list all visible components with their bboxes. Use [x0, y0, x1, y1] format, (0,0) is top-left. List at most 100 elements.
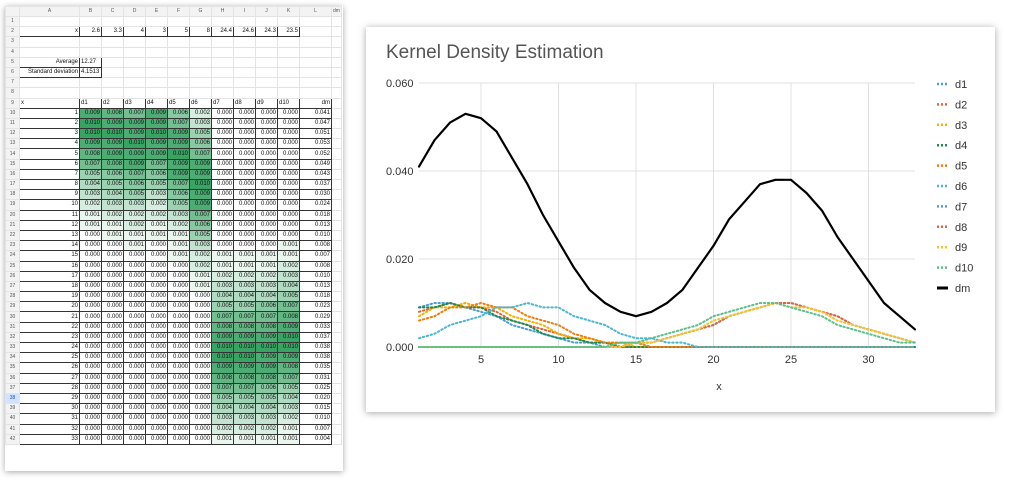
row-header[interactable]: 32 [5, 331, 20, 344]
dm-cell[interactable]: 0.037 [299, 331, 332, 344]
density-cell[interactable]: 0.000 [123, 382, 146, 394]
density-cell[interactable]: 0.009 [145, 107, 168, 119]
density-cell[interactable]: 0.000 [145, 433, 168, 445]
average-value[interactable]: 12.27 [79, 56, 102, 68]
column-header[interactable]: C [101, 6, 124, 17]
sheet-cell[interactable] [299, 36, 332, 48]
sheet-cell[interactable] [101, 15, 124, 28]
density-cell[interactable]: 0.000 [255, 117, 278, 130]
density-cell[interactable]: 0.000 [189, 413, 212, 425]
x-index-cell[interactable]: 12 [19, 219, 80, 231]
density-cell[interactable]: 0.000 [211, 138, 234, 150]
density-cell[interactable]: 0.009 [189, 189, 212, 201]
density-cell[interactable]: 0.000 [255, 158, 278, 170]
density-cell[interactable]: 0.010 [277, 331, 300, 344]
sheet-cell[interactable] [123, 15, 146, 28]
density-cell[interactable]: 0.000 [189, 291, 212, 303]
sheet-cell[interactable] [79, 77, 102, 89]
density-cell[interactable]: 0.000 [233, 138, 256, 150]
density-cell[interactable]: 0.000 [189, 311, 212, 323]
density-cell[interactable]: 0.005 [145, 178, 168, 191]
row-header[interactable]: 11 [5, 117, 20, 130]
column-header[interactable]: dm [331, 6, 342, 17]
density-cell[interactable]: 0.000 [277, 117, 300, 130]
density-cell[interactable]: 0.004 [211, 403, 234, 415]
table-header-cell[interactable]: d2 [101, 97, 124, 109]
dm-cell[interactable]: 0.007 [299, 250, 332, 262]
legend-label-dm[interactable]: dm [955, 283, 970, 295]
density-cell[interactable]: 0.000 [167, 352, 190, 364]
sheet-cell[interactable] [19, 87, 80, 99]
sheet-cell[interactable] [233, 87, 256, 99]
sheet-cell[interactable] [211, 66, 234, 79]
density-cell[interactable]: 0.000 [189, 321, 212, 333]
dm-cell[interactable]: 0.023 [299, 301, 332, 313]
density-cell[interactable]: 0.003 [255, 413, 278, 425]
sheet-cell[interactable] [255, 66, 278, 79]
density-cell[interactable]: 0.004 [277, 280, 300, 293]
density-cell[interactable]: 0.000 [79, 413, 102, 425]
x-index-cell[interactable]: 28 [19, 382, 80, 394]
density-cell[interactable]: 0.000 [211, 178, 234, 191]
density-cell[interactable]: 0.000 [255, 128, 278, 140]
row-header[interactable]: 34 [5, 352, 20, 364]
density-cell[interactable]: 0.009 [167, 158, 190, 170]
density-cell[interactable]: 0.000 [277, 168, 300, 181]
x-value-cell[interactable]: 3 [145, 26, 168, 38]
density-cell[interactable]: 0.000 [123, 433, 146, 445]
table-header-cell[interactable]: d7 [211, 97, 234, 109]
density-cell[interactable]: 0.000 [79, 270, 102, 282]
density-cell[interactable]: 0.000 [101, 270, 124, 282]
density-cell[interactable]: 0.001 [233, 260, 256, 272]
column-header[interactable]: K [277, 6, 300, 17]
density-cell[interactable]: 0.000 [255, 168, 278, 181]
sheet-cell[interactable] [233, 66, 256, 79]
density-cell[interactable]: 0.000 [101, 413, 124, 425]
sheet-cell[interactable] [331, 423, 342, 435]
density-cell[interactable]: 0.001 [211, 260, 234, 272]
x-value-cell[interactable]: 2.6 [79, 26, 102, 38]
density-cell[interactable]: 0.000 [255, 240, 278, 252]
x-value-cell[interactable]: 24.3 [255, 26, 278, 38]
density-cell[interactable]: 0.000 [255, 178, 278, 191]
density-cell[interactable]: 0.010 [277, 341, 300, 354]
density-cell[interactable]: 0.010 [211, 352, 234, 364]
row-header[interactable]: 40 [5, 413, 20, 425]
density-cell[interactable]: 0.009 [145, 138, 168, 150]
density-cell[interactable]: 0.008 [79, 148, 102, 160]
sheet-cell[interactable] [79, 46, 102, 58]
sheet-cell[interactable] [331, 403, 342, 415]
dm-cell[interactable]: 0.013 [299, 280, 332, 293]
sheet-cell[interactable] [331, 46, 342, 58]
density-cell[interactable]: 0.009 [189, 199, 212, 211]
table-header-cell[interactable]: d9 [255, 97, 278, 109]
density-cell[interactable]: 0.000 [123, 311, 146, 323]
std-value[interactable]: 4.1513 [79, 66, 102, 79]
x-value-cell[interactable]: 24.6 [233, 26, 256, 38]
row-header[interactable]: 7 [5, 77, 20, 89]
sheet-cell[interactable] [167, 36, 190, 48]
density-cell[interactable]: 0.001 [255, 250, 278, 262]
sheet-cell[interactable] [101, 56, 124, 68]
sheet-cell[interactable] [211, 87, 234, 99]
table-header-x[interactable]: x [19, 97, 80, 109]
sheet-cell[interactable] [123, 36, 146, 48]
density-cell[interactable]: 0.009 [255, 352, 278, 364]
density-cell[interactable]: 0.000 [123, 280, 146, 293]
sheet-cell[interactable] [331, 270, 342, 282]
density-cell[interactable]: 0.009 [101, 148, 124, 160]
table-header-cell[interactable]: d6 [189, 97, 212, 109]
x-index-cell[interactable]: 18 [19, 280, 80, 293]
density-cell[interactable]: 0.009 [277, 321, 300, 333]
density-cell[interactable]: 0.003 [79, 189, 102, 201]
density-cell[interactable]: 0.010 [79, 117, 102, 130]
density-cell[interactable]: 0.009 [145, 117, 168, 130]
sheet-cell[interactable] [331, 138, 342, 150]
density-cell[interactable]: 0.004 [101, 189, 124, 201]
density-cell[interactable]: 0.000 [211, 117, 234, 130]
x-value-cell[interactable]: 4 [123, 26, 146, 38]
sheet-cell[interactable] [331, 199, 342, 211]
column-header[interactable]: G [189, 6, 212, 17]
sheet-cell[interactable] [331, 158, 342, 170]
density-cell[interactable]: 0.009 [123, 128, 146, 140]
